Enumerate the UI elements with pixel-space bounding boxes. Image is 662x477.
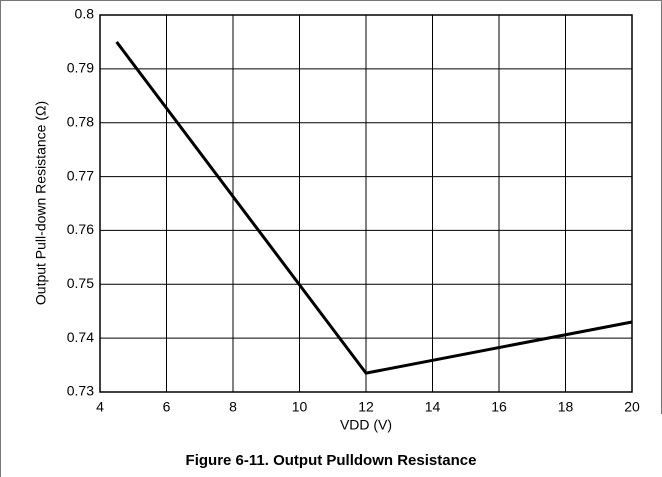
y-tick-label: 0.75 bbox=[67, 275, 94, 291]
x-tick-label: 14 bbox=[425, 399, 441, 415]
x-tick-label: 10 bbox=[292, 399, 308, 415]
x-tick-label: 18 bbox=[558, 399, 574, 415]
data-line bbox=[115, 41, 633, 375]
x-tick-label: 20 bbox=[624, 399, 640, 415]
y-tick-label: 0.79 bbox=[67, 60, 94, 76]
x-tick-label: 6 bbox=[163, 399, 171, 415]
y-tick-label: 0.76 bbox=[67, 221, 94, 237]
y-tick-label: 0.74 bbox=[67, 329, 94, 345]
plot-border bbox=[99, 14, 633, 393]
y-tick-label: 0.73 bbox=[67, 383, 94, 399]
caption: Figure 6-11. Output Pulldown Resistance bbox=[186, 452, 477, 469]
y-tick-label: 0.78 bbox=[67, 113, 94, 129]
x-tick-label: 12 bbox=[358, 399, 374, 415]
x-tick-label: 4 bbox=[96, 399, 104, 415]
y-tick-label: 0.77 bbox=[67, 167, 94, 183]
x-tick-label: 8 bbox=[229, 399, 237, 415]
x-tick-label: 16 bbox=[491, 399, 507, 415]
y-axis-label: Output Pull-down Resistance (Ω) bbox=[33, 101, 49, 305]
x-axis-label: VDD (V) bbox=[340, 417, 392, 433]
y-tick-label: 0.8 bbox=[75, 6, 95, 22]
